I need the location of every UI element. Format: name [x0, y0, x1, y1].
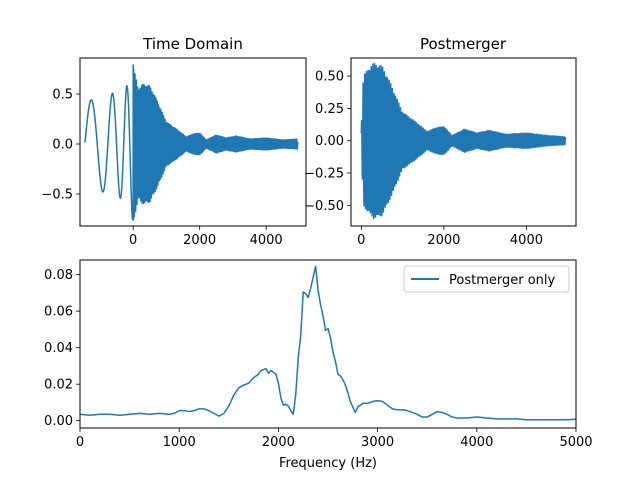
y-tick-label: 0.00: [44, 414, 73, 429]
x-tick-label: 2000: [427, 233, 460, 248]
y-tick-label: 0.50: [315, 70, 344, 85]
x-tick-label: 0: [357, 233, 365, 248]
chart-spectrum: 0 1000 2000 3000 4000 5000 0.00 0.02 0.04 0.06 0.0…: [44, 260, 593, 471]
y-tick-label: 0.25: [315, 102, 344, 117]
x-tick-label: 0: [76, 435, 84, 450]
y-tick-label: −0.50: [304, 199, 344, 214]
x-tick-label: 4000: [510, 233, 543, 248]
series-line-time-domain: [85, 65, 298, 220]
x-tick-label: 4000: [460, 435, 493, 450]
chart-title-postmerger: Postmerger: [420, 35, 507, 53]
y-tick-label: 0.06: [44, 305, 73, 320]
x-tick-label: 0: [129, 233, 137, 248]
x-tick-label: 2000: [183, 233, 216, 248]
x-tick-label: 2000: [262, 435, 295, 450]
x-tick-label: 5000: [559, 435, 592, 450]
plot-area-postmerger: [361, 64, 565, 219]
ticks-postmerger: 0 2000 4000 −0.50 −0.25 0.00 0.25 0.50: [304, 70, 543, 248]
y-tick-label: 0.00: [315, 134, 344, 149]
x-tick-label: 4000: [250, 233, 283, 248]
x-axis-label-spectrum: Frequency (Hz): [279, 456, 377, 471]
y-tick-label: −0.5: [41, 188, 73, 203]
chart-time-domain: Time Domain 0 2000 4000 −0.5 0.0 0.5: [41, 35, 306, 248]
chart-postmerger: Postmerger 0 2000 4000 −0.50 −0.25 0.00 0.25 0.…: [304, 35, 576, 248]
y-tick-label: 0.0: [52, 138, 73, 153]
legend: Postmerger only: [404, 266, 569, 292]
x-tick-label: 3000: [361, 435, 394, 450]
x-tick-label: 1000: [163, 435, 196, 450]
y-tick-label: 0.08: [44, 268, 73, 283]
legend-label-postmerger-only: Postmerger only: [449, 273, 556, 288]
plot-area-time-domain: [85, 65, 298, 220]
y-tick-label: 0.04: [44, 341, 73, 356]
y-tick-label: 0.5: [52, 88, 73, 103]
chart-title-time-domain: Time Domain: [142, 35, 243, 53]
y-tick-label: 0.02: [44, 378, 73, 393]
series-line-postmerger: [361, 64, 565, 219]
y-tick-label: −0.25: [304, 167, 344, 182]
